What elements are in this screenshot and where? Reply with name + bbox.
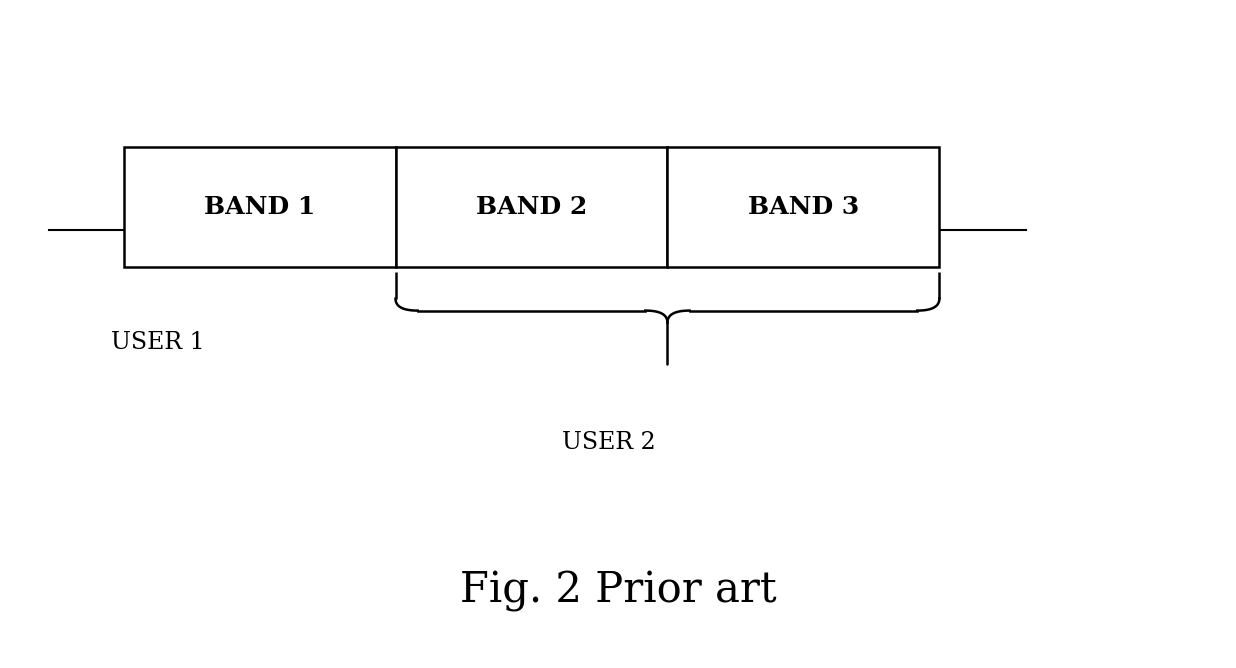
Text: USER 2: USER 2	[562, 431, 656, 454]
Bar	[667, 147, 939, 267]
Bar	[124, 147, 396, 267]
Text: BAND 3: BAND 3	[748, 195, 859, 219]
Text: BAND 1: BAND 1	[204, 195, 315, 219]
Text: BAND 2: BAND 2	[476, 195, 587, 219]
Bar	[396, 147, 667, 267]
Text: USER 1: USER 1	[111, 331, 205, 353]
Text: Fig. 2 Prior art: Fig. 2 Prior art	[460, 570, 776, 612]
